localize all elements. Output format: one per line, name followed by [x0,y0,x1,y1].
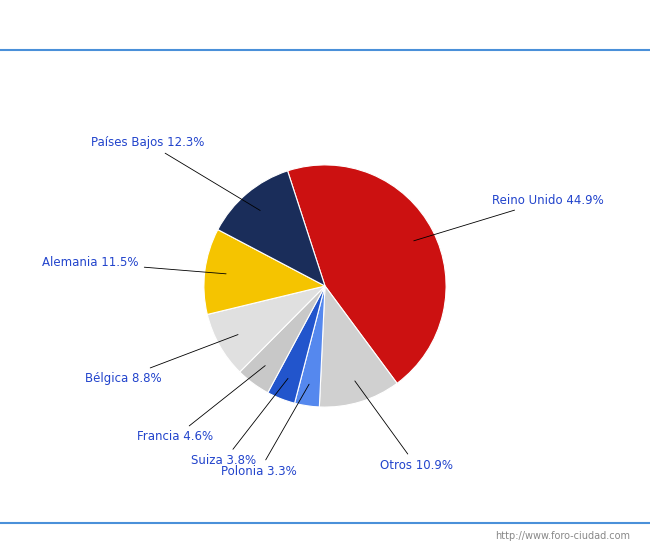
Text: Países Bajos 12.3%: Países Bajos 12.3% [91,136,260,211]
Text: Bélgica 8.8%: Bélgica 8.8% [85,334,238,384]
Wedge shape [218,171,325,286]
Text: Reino Unido 44.9%: Reino Unido 44.9% [414,194,604,241]
Text: Suiza 3.8%: Suiza 3.8% [192,378,288,468]
Wedge shape [268,286,325,403]
Wedge shape [319,286,397,407]
Text: Francia 4.6%: Francia 4.6% [137,366,265,443]
Text: Otros 10.9%: Otros 10.9% [355,381,452,472]
Text: Polonia 3.3%: Polonia 3.3% [221,384,309,478]
Text: Gata de Gorgos - Turistas extranjeros según país - Abril de 2024: Gata de Gorgos - Turistas extranjeros se… [90,16,560,33]
Text: http://www.foro-ciudad.com: http://www.foro-ciudad.com [495,531,630,541]
Text: Alemania 11.5%: Alemania 11.5% [42,256,226,274]
Wedge shape [294,286,325,407]
Wedge shape [240,286,325,393]
Wedge shape [207,286,325,372]
Wedge shape [204,229,325,315]
Wedge shape [287,165,446,383]
